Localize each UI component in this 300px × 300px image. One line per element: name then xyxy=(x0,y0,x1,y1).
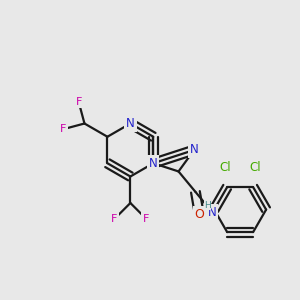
Text: H: H xyxy=(204,201,211,210)
Text: F: F xyxy=(60,124,66,134)
Text: Cl: Cl xyxy=(219,161,231,174)
Text: F: F xyxy=(76,97,82,107)
Text: N: N xyxy=(149,157,158,170)
Text: N: N xyxy=(190,143,199,157)
Text: F: F xyxy=(111,214,118,224)
Text: O: O xyxy=(194,208,204,221)
Text: N: N xyxy=(126,117,135,130)
Text: N: N xyxy=(208,206,217,219)
Text: F: F xyxy=(143,214,149,224)
Text: Cl: Cl xyxy=(249,161,261,174)
